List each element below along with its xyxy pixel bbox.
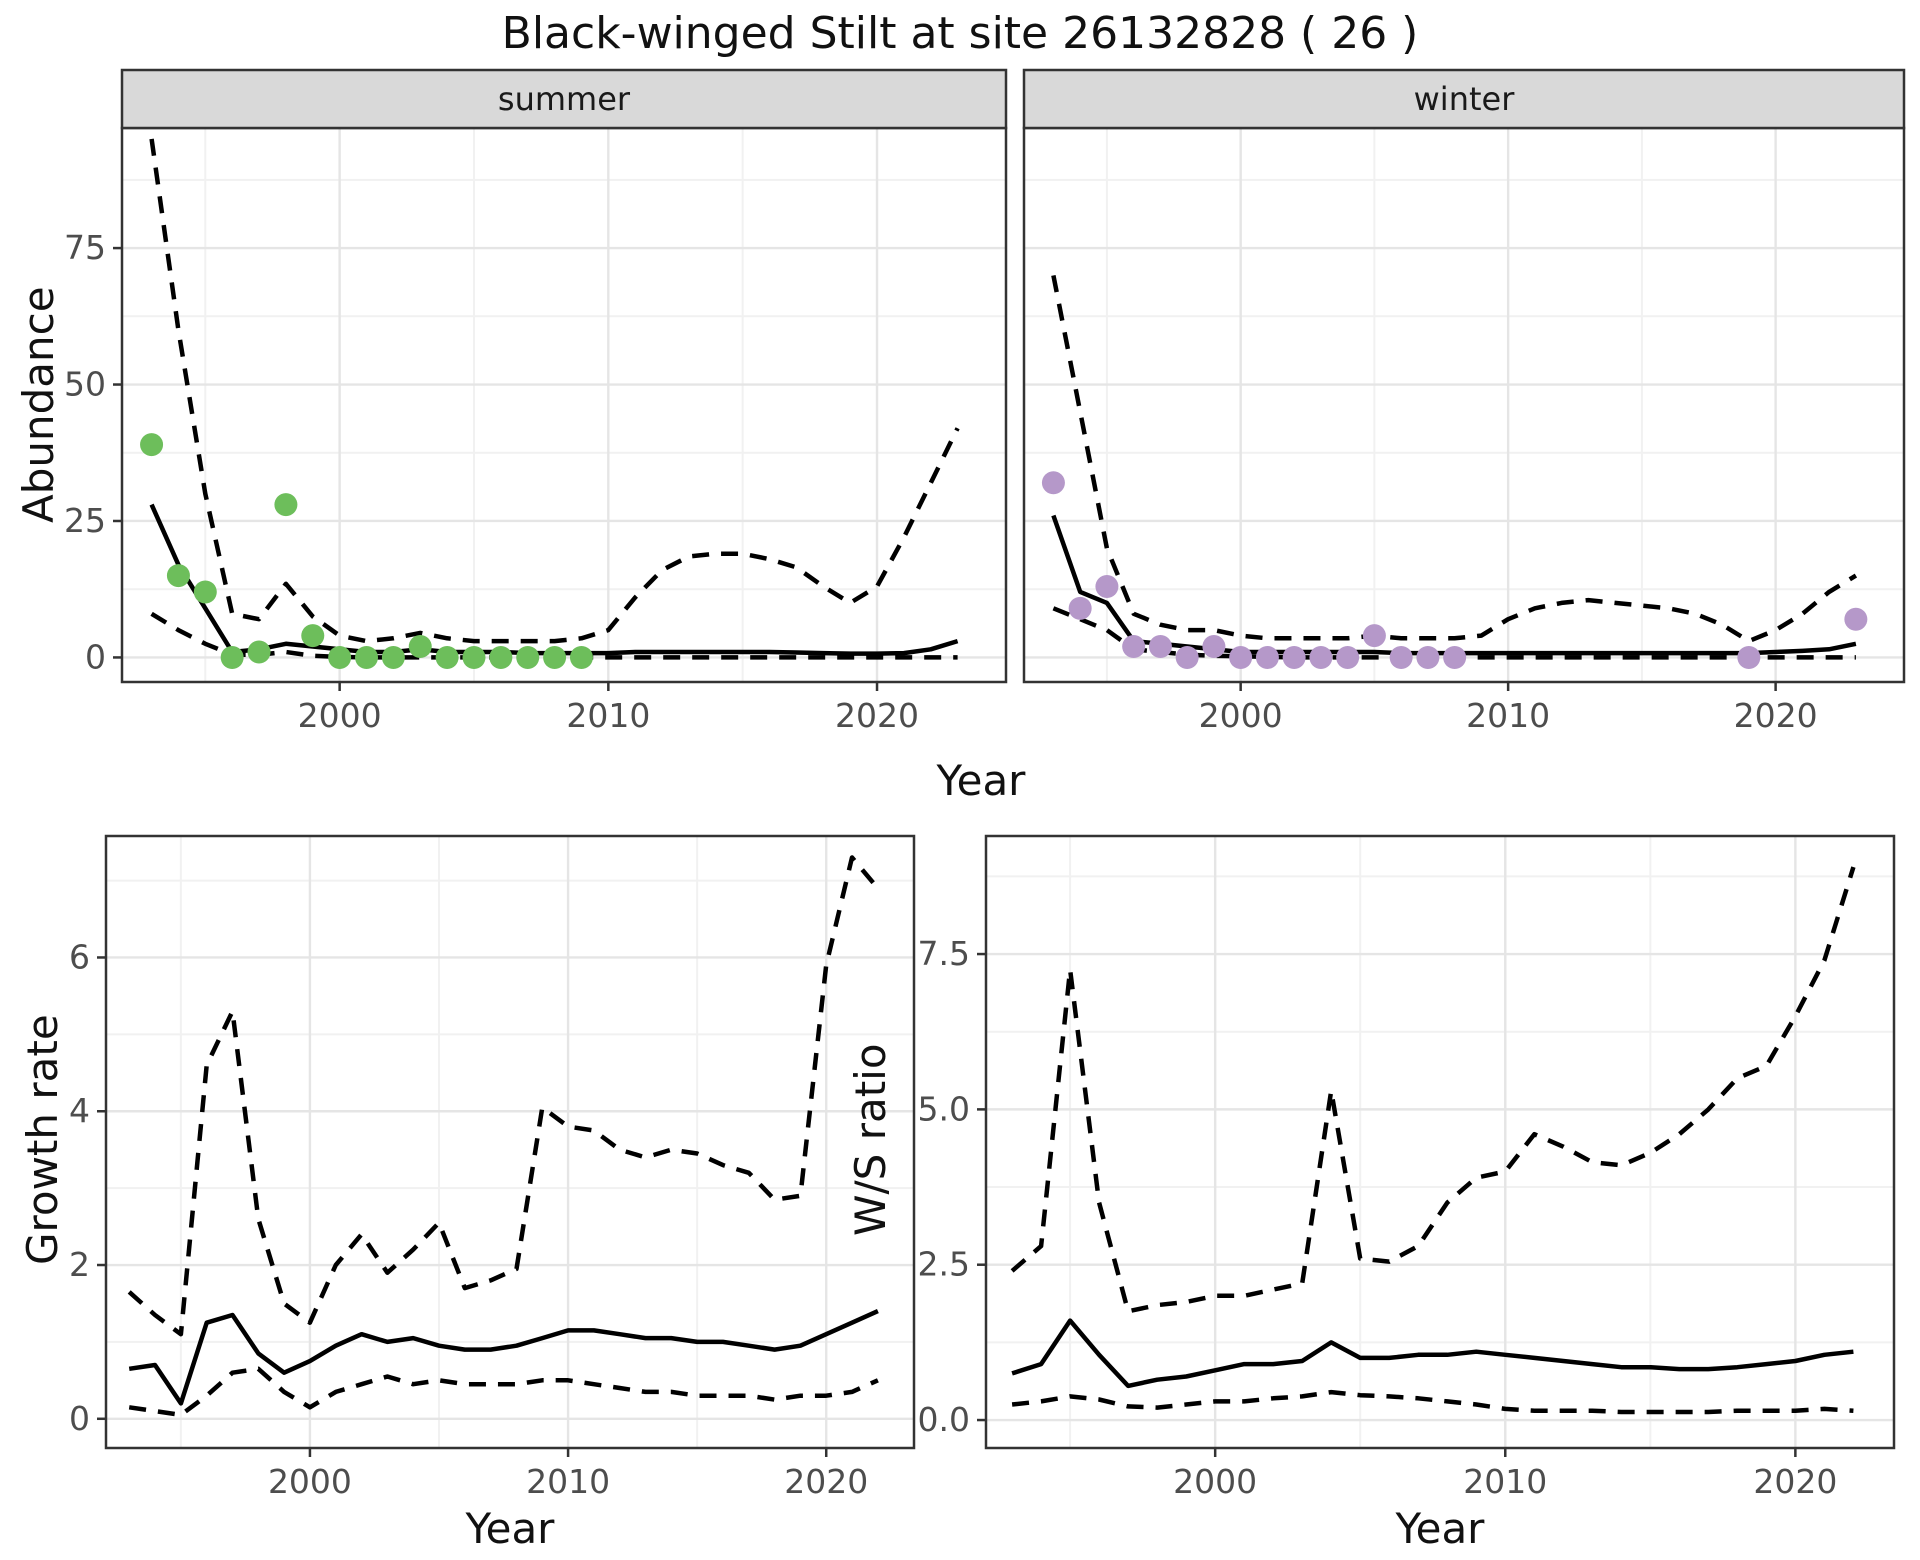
x-tick-label: 2020 <box>1734 696 1818 735</box>
growth-rate-chart: 2000 2010 2020 0 2 4 6 <box>69 834 916 1501</box>
observed-point <box>220 645 244 669</box>
observed-point <box>516 645 540 669</box>
x-tick-label: 2000 <box>1173 1462 1257 1501</box>
observed-point <box>462 645 486 669</box>
lower-ci-line <box>128 1366 879 1418</box>
top-x-axis-title: Year <box>936 756 1026 805</box>
observed-point <box>1255 645 1279 669</box>
observed-point <box>1122 635 1146 659</box>
observed-point <box>1336 645 1360 669</box>
observed-point <box>1362 624 1386 648</box>
facet-strip-label-winter: winter <box>1414 80 1516 118</box>
observed-point <box>1416 645 1440 669</box>
y-tick-label: 0.0 <box>918 1400 970 1439</box>
ws-ratio-axis-title: W/S ratio <box>846 1043 895 1237</box>
x-tick-label: 2010 <box>566 696 650 735</box>
x-tick-label: 2020 <box>1753 1462 1837 1501</box>
observed-point <box>1202 635 1226 659</box>
x-tick-label: 2000 <box>1199 696 1283 735</box>
x-tick-label: 2010 <box>526 1462 610 1501</box>
panel-background <box>1024 128 1904 682</box>
y-tick-label: 25 <box>64 501 106 540</box>
facet-strip-label-summer: summer <box>498 80 631 118</box>
panel-background <box>122 128 1006 682</box>
observed-point <box>1844 607 1868 631</box>
y-tick-label: 6 <box>69 937 90 976</box>
lower-ci-line <box>1011 1389 1854 1415</box>
y-tick-label: 0 <box>85 637 106 676</box>
median-line <box>128 1309 879 1406</box>
y-tick-label: 50 <box>64 365 106 404</box>
observed-point <box>1068 596 1092 620</box>
observed-point <box>328 645 352 669</box>
y-tick-label: 7.5 <box>918 934 970 973</box>
observed-point <box>1282 645 1306 669</box>
median-line <box>1011 1318 1854 1389</box>
observed-point <box>1443 645 1467 669</box>
observed-point <box>1041 471 1065 495</box>
panel-border <box>984 834 1896 1450</box>
observed-point <box>1389 645 1413 669</box>
observed-point <box>1229 645 1253 669</box>
x-tick-label: 2000 <box>298 696 382 735</box>
observed-point <box>1148 635 1172 659</box>
x-tick-label: 2010 <box>1463 1462 1547 1501</box>
observed-point <box>140 433 164 457</box>
observed-point <box>435 645 459 669</box>
summer-abundance-chart: summer 2000 2010 2020 0 25 50 75 <box>64 68 1008 735</box>
observed-point <box>1095 574 1119 598</box>
panel-border <box>104 834 916 1450</box>
x-tick-label: 2000 <box>268 1462 352 1501</box>
y-tick-label: 0 <box>69 1399 90 1438</box>
x-tick-label: 2010 <box>1466 696 1550 735</box>
facet-strip <box>1022 68 1906 130</box>
panel-background <box>986 836 1894 1448</box>
observed-point <box>193 580 217 604</box>
facet-strip <box>120 68 1008 130</box>
ws-x-axis-title: Year <box>1395 1504 1485 1553</box>
x-tick-label: 2020 <box>784 1462 868 1501</box>
observed-point <box>408 635 432 659</box>
upper-ci-line <box>1010 866 1856 1314</box>
observed-point <box>1309 645 1333 669</box>
x-tick-label: 2020 <box>835 696 919 735</box>
observed-point <box>1175 645 1199 669</box>
observed-point <box>489 645 513 669</box>
observed-point <box>543 645 567 669</box>
growth-x-axis-title: Year <box>465 1504 555 1553</box>
observed-point <box>166 564 190 588</box>
panel-background <box>106 836 914 1448</box>
observed-point <box>1737 645 1761 669</box>
observed-point <box>301 624 325 648</box>
upper-ci-line <box>1051 274 1858 644</box>
upper-ci-line <box>149 138 960 644</box>
observed-point <box>355 645 379 669</box>
observed-point <box>274 493 298 517</box>
y-tick-label: 4 <box>69 1091 90 1130</box>
plot-title: Black-winged Stilt at site 26132828 ( 26… <box>501 8 1419 59</box>
ws-ratio-chart: 2000 2010 2020 0.0 2.5 5.0 7.5 <box>918 834 1896 1501</box>
upper-ci-line <box>127 855 880 1337</box>
observed-point <box>247 640 271 664</box>
winter-abundance-chart: winter 2000 2010 2020 <box>1022 68 1906 735</box>
y-tick-label: 2 <box>69 1245 90 1284</box>
observed-point <box>381 645 405 669</box>
y-tick-label: 5.0 <box>918 1089 970 1128</box>
y-tick-label: 2.5 <box>918 1245 970 1284</box>
y-tick-label: 75 <box>64 228 106 267</box>
observed-point <box>569 645 593 669</box>
